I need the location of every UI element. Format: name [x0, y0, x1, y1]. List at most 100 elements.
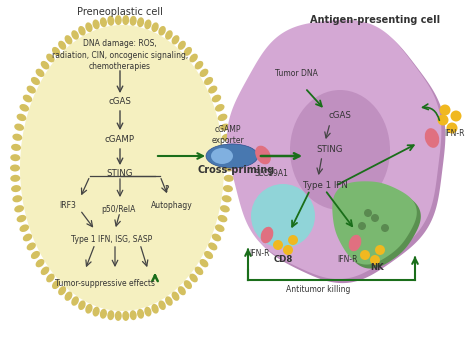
Text: STING: STING: [317, 145, 343, 154]
Ellipse shape: [184, 47, 192, 56]
Ellipse shape: [23, 95, 32, 102]
Ellipse shape: [31, 77, 40, 85]
Polygon shape: [227, 20, 441, 279]
Ellipse shape: [208, 86, 218, 94]
Ellipse shape: [215, 104, 225, 112]
Ellipse shape: [23, 234, 32, 241]
Ellipse shape: [195, 267, 203, 275]
Ellipse shape: [204, 77, 213, 85]
Ellipse shape: [92, 307, 100, 316]
Ellipse shape: [151, 304, 159, 314]
Ellipse shape: [71, 296, 79, 306]
Text: cGAMP
exporter: cGAMP exporter: [211, 125, 245, 145]
Ellipse shape: [189, 273, 198, 282]
Ellipse shape: [36, 69, 45, 77]
Ellipse shape: [115, 311, 122, 321]
Ellipse shape: [224, 165, 234, 171]
Ellipse shape: [178, 41, 186, 50]
Ellipse shape: [11, 185, 21, 192]
Ellipse shape: [212, 234, 221, 241]
Ellipse shape: [223, 144, 233, 151]
Circle shape: [439, 104, 450, 116]
Text: Tumor-suppressive effects: Tumor-suppressive effects: [55, 279, 155, 288]
Ellipse shape: [224, 154, 234, 161]
Ellipse shape: [78, 26, 86, 35]
Ellipse shape: [211, 148, 233, 164]
Ellipse shape: [200, 69, 209, 77]
Text: NK: NK: [370, 264, 384, 272]
Ellipse shape: [100, 309, 107, 319]
Ellipse shape: [158, 300, 166, 310]
Polygon shape: [332, 181, 417, 265]
Text: ?: ?: [165, 186, 169, 194]
Circle shape: [283, 245, 293, 255]
Circle shape: [251, 184, 315, 248]
Text: IFN-R: IFN-R: [338, 256, 358, 265]
Circle shape: [288, 235, 298, 245]
Ellipse shape: [184, 280, 192, 289]
Text: DNA damage: ROS,
radiation, CIN, oncogenic signaling,
chemotherapies: DNA damage: ROS, radiation, CIN, oncogen…: [52, 39, 188, 71]
Ellipse shape: [172, 291, 180, 301]
Polygon shape: [231, 24, 446, 283]
Ellipse shape: [71, 30, 79, 40]
Text: SLC19A1: SLC19A1: [254, 169, 288, 177]
Circle shape: [450, 111, 462, 121]
Polygon shape: [337, 185, 421, 269]
Ellipse shape: [46, 54, 55, 63]
Text: Antitumor killing: Antitumor killing: [286, 286, 350, 294]
Text: Tumor DNA: Tumor DNA: [274, 69, 318, 77]
Text: cGAS: cGAS: [328, 112, 351, 121]
Ellipse shape: [222, 195, 232, 202]
Text: IFN-R: IFN-R: [445, 128, 465, 138]
Ellipse shape: [220, 124, 230, 131]
Ellipse shape: [10, 175, 20, 182]
Circle shape: [364, 209, 372, 217]
Ellipse shape: [425, 128, 439, 148]
Text: IRF3: IRF3: [60, 200, 76, 210]
Ellipse shape: [58, 286, 66, 295]
Ellipse shape: [206, 144, 258, 168]
Ellipse shape: [41, 61, 49, 70]
Ellipse shape: [14, 124, 24, 131]
Ellipse shape: [31, 251, 40, 259]
Ellipse shape: [36, 259, 45, 267]
Ellipse shape: [85, 304, 92, 314]
Ellipse shape: [223, 185, 233, 192]
Circle shape: [375, 245, 385, 255]
Ellipse shape: [349, 235, 361, 251]
Ellipse shape: [10, 165, 20, 171]
Ellipse shape: [85, 22, 92, 32]
Ellipse shape: [92, 20, 100, 29]
Ellipse shape: [46, 273, 55, 282]
Ellipse shape: [122, 311, 129, 321]
Ellipse shape: [255, 146, 271, 164]
Circle shape: [438, 115, 448, 125]
Text: cGAMP: cGAMP: [105, 136, 135, 145]
Ellipse shape: [144, 307, 152, 316]
Ellipse shape: [107, 310, 114, 320]
Ellipse shape: [158, 26, 166, 35]
Circle shape: [447, 122, 457, 134]
Circle shape: [381, 224, 389, 232]
Ellipse shape: [200, 259, 209, 267]
Text: Type 1 IFN: Type 1 IFN: [302, 180, 347, 190]
Ellipse shape: [11, 144, 21, 151]
Ellipse shape: [10, 154, 20, 161]
Text: Preneoplastic cell: Preneoplastic cell: [77, 7, 163, 17]
Ellipse shape: [27, 242, 36, 250]
Ellipse shape: [178, 286, 186, 295]
Ellipse shape: [218, 215, 228, 222]
Ellipse shape: [137, 17, 144, 27]
Text: IFN-R: IFN-R: [250, 248, 270, 258]
Ellipse shape: [137, 309, 144, 319]
Ellipse shape: [64, 291, 73, 301]
Ellipse shape: [27, 86, 36, 94]
Ellipse shape: [41, 267, 49, 275]
Text: Cross-priming: Cross-priming: [197, 165, 274, 175]
Ellipse shape: [290, 90, 390, 210]
Text: Autophagy: Autophagy: [151, 200, 193, 210]
Ellipse shape: [19, 224, 29, 232]
Ellipse shape: [107, 16, 114, 26]
Text: Antigen-presenting cell: Antigen-presenting cell: [310, 15, 440, 25]
Circle shape: [371, 214, 379, 222]
